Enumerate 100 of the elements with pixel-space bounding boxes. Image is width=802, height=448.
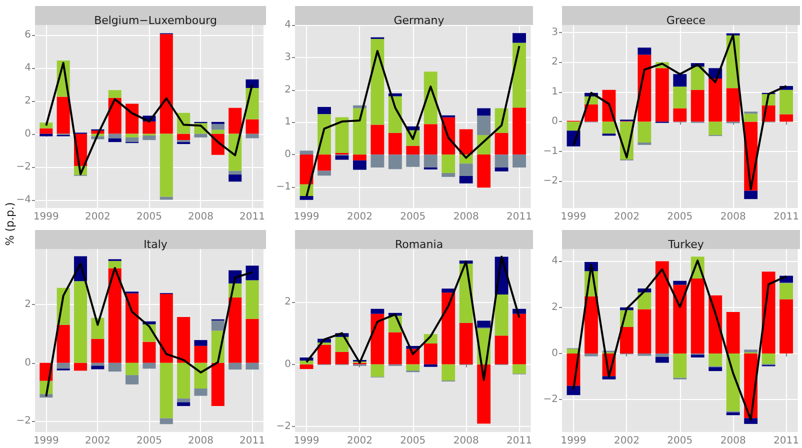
y-tick-label: 0 xyxy=(24,128,31,140)
bar xyxy=(108,362,122,372)
bar xyxy=(246,266,259,280)
bar xyxy=(584,354,598,356)
bar xyxy=(91,338,104,363)
x-tick-label: 1999 xyxy=(560,436,586,446)
bar xyxy=(160,196,173,200)
bar xyxy=(142,135,156,140)
bar xyxy=(318,106,331,114)
x-tick-label: 2008 xyxy=(453,436,479,446)
bar xyxy=(744,418,758,424)
bar xyxy=(442,292,456,364)
bar xyxy=(246,319,259,363)
y-tick-label: 0 xyxy=(552,116,558,128)
bar xyxy=(160,294,173,363)
bar xyxy=(459,322,473,364)
y-axis-title: % (p.p.) xyxy=(4,202,16,246)
bar xyxy=(708,367,722,372)
line-series xyxy=(306,45,520,198)
bar xyxy=(194,388,208,396)
x-tick-label: 2002 xyxy=(614,436,640,446)
bar xyxy=(424,124,438,155)
bar xyxy=(655,357,669,363)
bar xyxy=(126,104,139,134)
bar xyxy=(177,398,190,402)
y-tick-label: −4 xyxy=(16,194,31,206)
bar xyxy=(673,108,687,122)
bar xyxy=(673,74,687,87)
y-tick-label: 4 xyxy=(24,62,31,74)
bar xyxy=(726,312,740,354)
bar xyxy=(780,299,793,354)
bar xyxy=(160,362,173,418)
bar xyxy=(177,362,190,398)
bar xyxy=(370,308,384,314)
y-tick-label: 2 xyxy=(284,296,291,308)
y-tick-label: −1 xyxy=(543,146,558,157)
chart-title: Turkey xyxy=(667,238,704,251)
bar xyxy=(300,360,314,364)
bar xyxy=(406,146,420,155)
bar xyxy=(744,350,758,352)
bar xyxy=(126,293,139,363)
bar xyxy=(211,320,224,331)
bar xyxy=(142,342,156,363)
bar xyxy=(638,54,652,122)
y-tick-label: 0 xyxy=(284,358,291,370)
bar xyxy=(126,134,139,138)
bar xyxy=(406,364,420,371)
bar xyxy=(424,364,438,367)
bar xyxy=(211,362,224,406)
bar xyxy=(690,66,704,90)
bar xyxy=(353,154,366,160)
bar xyxy=(74,281,88,363)
x-tick-label: 2011 xyxy=(774,212,799,222)
x-tick-label: 2005 xyxy=(667,212,693,222)
bar xyxy=(318,154,331,171)
bar xyxy=(655,261,669,354)
y-tick-label: −2 xyxy=(543,394,558,406)
bar xyxy=(690,278,704,354)
bar xyxy=(726,88,740,122)
bar xyxy=(708,78,722,122)
x-tick-label: 2005 xyxy=(136,212,162,222)
bar xyxy=(655,354,669,357)
bar xyxy=(142,362,156,369)
bar xyxy=(477,154,491,188)
bar xyxy=(566,122,580,131)
bar xyxy=(512,108,526,155)
chart-title: Belgium−Luxembourg xyxy=(94,14,217,27)
chart-title: Romania xyxy=(394,238,444,251)
bar xyxy=(177,402,190,406)
line-series xyxy=(572,260,788,421)
bar xyxy=(655,68,669,122)
x-tick-label: 2005 xyxy=(136,436,162,446)
y-tick-label: 0 xyxy=(552,348,558,360)
bar xyxy=(494,154,508,168)
bar xyxy=(126,362,139,376)
x-tick-label: 2008 xyxy=(720,436,746,446)
bar xyxy=(762,354,776,364)
y-tick-label: −2 xyxy=(16,416,31,427)
x-tick-label: 2011 xyxy=(506,436,532,446)
x-tick-label: 2002 xyxy=(346,212,372,222)
bar xyxy=(690,90,704,122)
line-series xyxy=(45,262,254,398)
bar xyxy=(211,124,224,130)
x-tick-label: 2002 xyxy=(346,436,372,446)
x-tick-label: 2005 xyxy=(400,436,426,446)
y-tick-label: −2 xyxy=(16,161,31,172)
bar xyxy=(91,318,104,339)
line-series xyxy=(45,62,254,176)
x-tick-label: 2002 xyxy=(84,212,110,222)
bar xyxy=(638,48,652,55)
bar xyxy=(708,122,722,136)
bar xyxy=(246,119,259,134)
x-tick-label: 2008 xyxy=(188,212,214,222)
bar xyxy=(228,170,242,175)
y-tick-label: 0 xyxy=(24,357,31,368)
y-tick-label: 1 xyxy=(284,116,291,128)
x-tick-label: 2011 xyxy=(774,436,799,446)
bar xyxy=(370,38,384,125)
bar xyxy=(228,174,242,182)
bar xyxy=(370,124,384,155)
